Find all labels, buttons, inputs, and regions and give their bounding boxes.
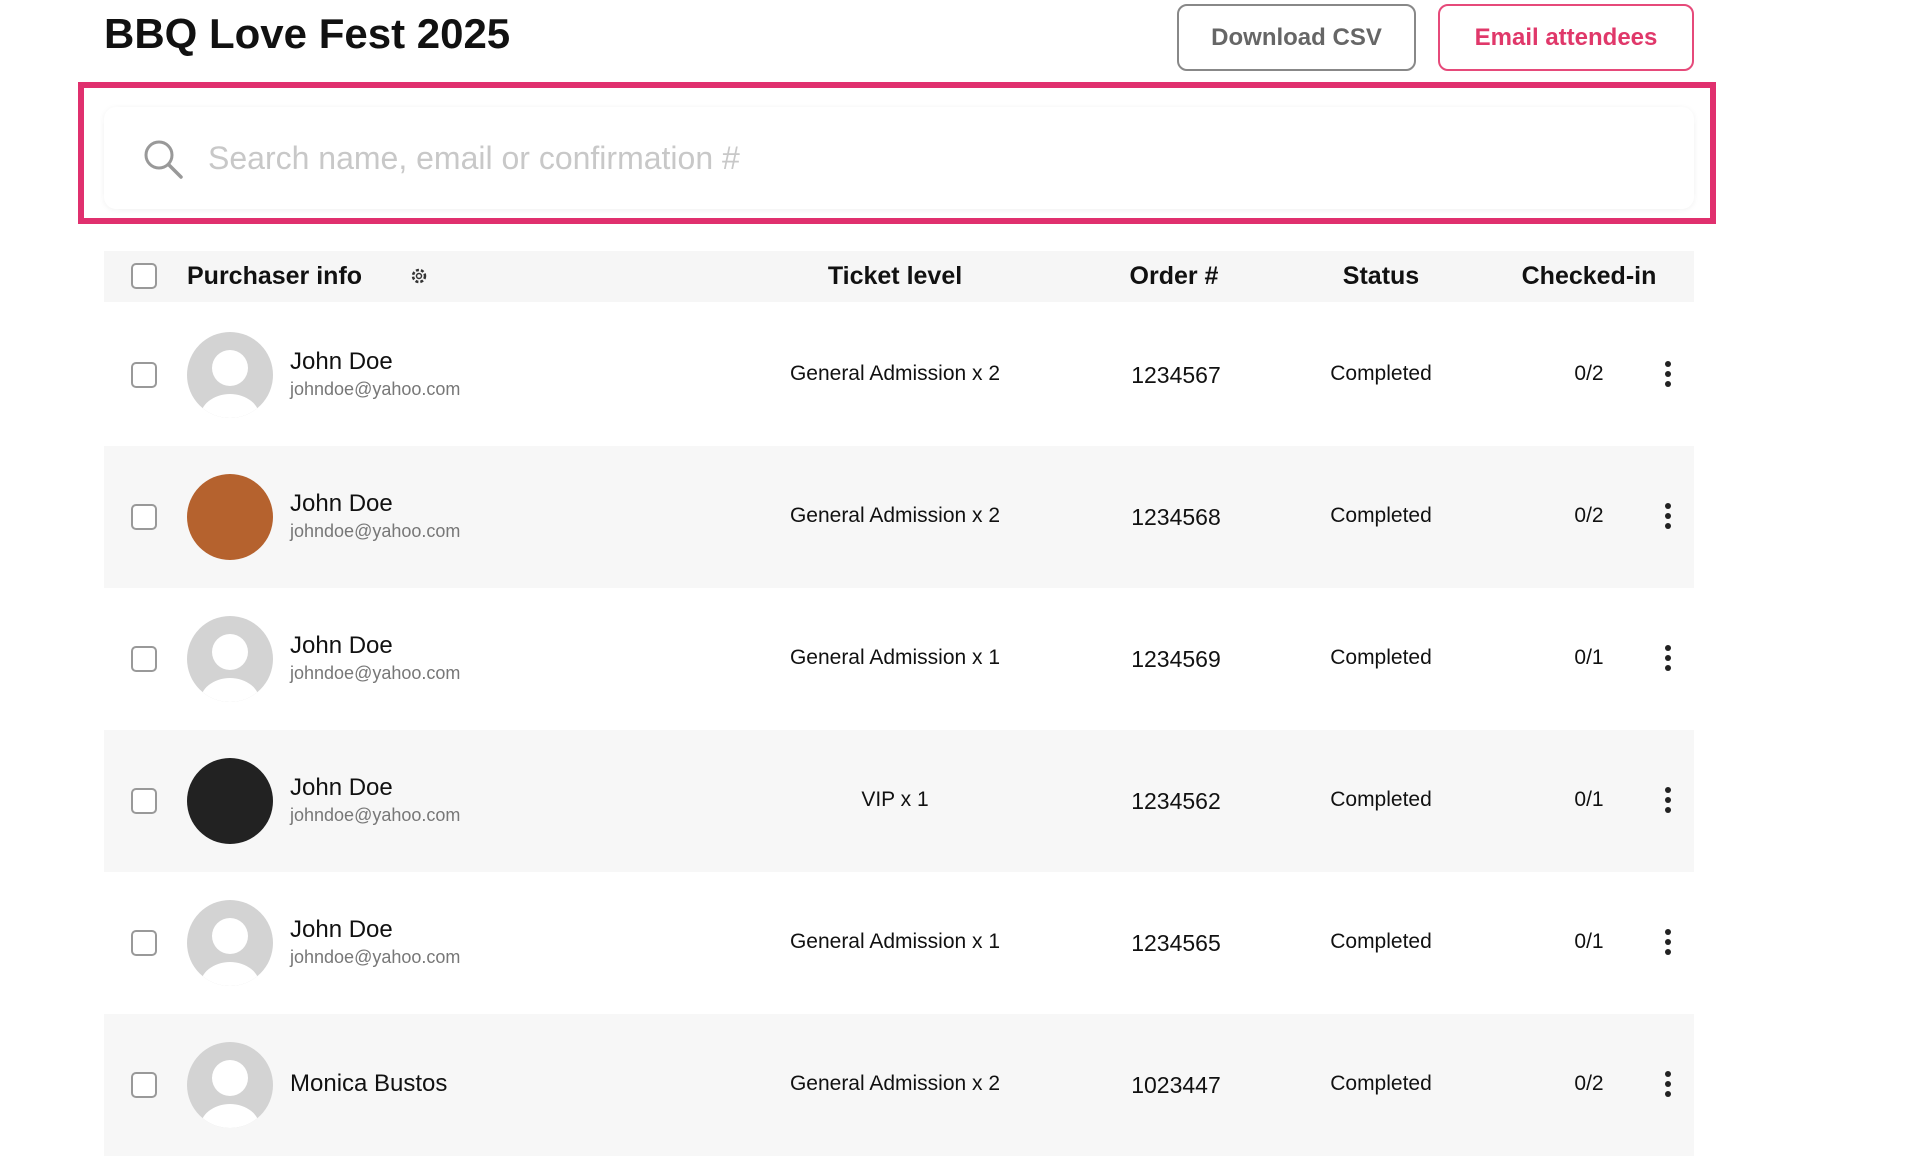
avatar xyxy=(187,616,273,702)
ticket-level: General Admission x 2 xyxy=(789,1072,1001,1095)
column-header: Order # xyxy=(1129,262,1219,290)
table-row: John Doe johndoe@yahoo.com General Admissi… xyxy=(104,872,1694,1014)
kebab-icon xyxy=(1665,787,1671,813)
avatar xyxy=(187,758,273,844)
status: Completed xyxy=(1330,788,1432,811)
purchaser-email: johndoe@yahoo.com xyxy=(290,805,461,825)
row-checkbox[interactable] xyxy=(131,362,157,388)
settings-icon[interactable] xyxy=(409,266,429,286)
checked-in: 0/2 xyxy=(1574,362,1604,385)
column-header: Checked-in xyxy=(1521,262,1657,290)
column-header: Ticket level xyxy=(827,262,963,290)
order-number: 1234567 xyxy=(1131,362,1221,388)
row-menu[interactable] xyxy=(1661,359,1675,389)
kebab-icon xyxy=(1665,361,1671,387)
kebab-icon xyxy=(1665,503,1671,529)
table-header: Purchaser info Ticket level Order # Stat… xyxy=(104,251,1694,302)
ticket-level: VIP x 1 xyxy=(861,788,929,811)
column-header: Purchaser info xyxy=(187,262,363,290)
column-header: Status xyxy=(1342,262,1420,290)
avatar xyxy=(187,474,273,560)
row-checkbox[interactable] xyxy=(131,788,157,814)
purchaser-email: johndoe@yahoo.com xyxy=(290,379,461,399)
purchaser-name: John Doe xyxy=(290,490,393,517)
avatar xyxy=(187,332,273,418)
purchaser-name: John Doe xyxy=(290,916,393,943)
order-number: 1234565 xyxy=(1131,930,1221,956)
purchaser-name: Monica Bustos xyxy=(290,1070,448,1097)
search-input[interactable]: Search name, email or confirmation # xyxy=(104,107,1694,209)
email-attendees-button[interactable]: Email attendees xyxy=(1438,4,1694,71)
table-row: John Doe johndoe@yahoo.com General Admissi… xyxy=(104,304,1694,446)
purchaser-name: John Doe xyxy=(290,632,393,659)
purchaser-email: johndoe@yahoo.com xyxy=(290,947,461,967)
table-row: John Doe johndoe@yahoo.com General Admissi… xyxy=(104,588,1694,730)
order-number: 1234568 xyxy=(1131,504,1221,530)
table-row: John Doe johndoe@yahoo.com General Admissi… xyxy=(104,446,1694,588)
row-menu[interactable] xyxy=(1661,927,1675,957)
checked-in: 0/2 xyxy=(1574,1072,1604,1095)
ticket-level: General Admission x 1 xyxy=(789,930,1001,953)
event-title: BBQ Love Fest 2025 xyxy=(104,10,511,57)
checked-in: 0/2 xyxy=(1574,504,1604,527)
kebab-icon xyxy=(1665,645,1671,671)
avatar xyxy=(187,1042,273,1128)
purchaser-name: John Doe xyxy=(290,774,393,801)
checked-in: 0/1 xyxy=(1574,646,1604,669)
purchaser-email: johndoe@yahoo.com xyxy=(290,663,461,683)
purchaser-name: John Doe xyxy=(290,348,393,375)
status: Completed xyxy=(1330,504,1432,527)
search-placeholder: Search name, email or confirmation # xyxy=(208,140,740,176)
search-icon xyxy=(144,140,183,179)
ticket-level: General Admission x 2 xyxy=(789,504,1001,527)
row-menu[interactable] xyxy=(1661,1069,1675,1099)
table-row: John Doe johndoe@yahoo.com VIP x 1 1234562 C… xyxy=(104,730,1694,872)
row-checkbox[interactable] xyxy=(131,646,157,672)
kebab-icon xyxy=(1665,929,1671,955)
ticket-level: General Admission x 1 xyxy=(789,646,1001,669)
status: Completed xyxy=(1330,1072,1432,1095)
row-menu[interactable] xyxy=(1661,643,1675,673)
status: Completed xyxy=(1330,646,1432,669)
highlight-box xyxy=(78,82,1716,224)
status: Completed xyxy=(1330,362,1432,385)
order-number: 1234562 xyxy=(1131,788,1221,814)
row-checkbox[interactable] xyxy=(131,930,157,956)
avatar-placeholder xyxy=(200,918,260,986)
kebab-icon xyxy=(1665,1071,1671,1097)
row-checkbox[interactable] xyxy=(131,504,157,530)
checked-in: 0/1 xyxy=(1574,930,1604,953)
status: Completed xyxy=(1330,930,1432,953)
avatar xyxy=(187,900,273,986)
table-row: Monica Bustos General Admission x 2 102344… xyxy=(104,1014,1694,1156)
row-checkbox[interactable] xyxy=(131,1072,157,1098)
purchaser-email: johndoe@yahoo.com xyxy=(290,521,461,541)
order-number: 1023447 xyxy=(1131,1072,1221,1098)
checked-in: 0/1 xyxy=(1574,788,1604,811)
row-menu[interactable] xyxy=(1661,785,1675,815)
download-csv-button[interactable]: Download CSV xyxy=(1177,4,1416,71)
page: BBQ Love Fest 2025 Download CSV Email at… xyxy=(78,4,1716,1128)
order-number: 1234569 xyxy=(1131,646,1221,672)
avatar-placeholder xyxy=(200,1060,260,1128)
select-all-checkbox[interactable] xyxy=(131,263,157,289)
ticket-level: General Admission x 2 xyxy=(789,362,1001,385)
row-menu[interactable] xyxy=(1661,501,1675,531)
avatar-placeholder xyxy=(200,350,260,418)
avatar-placeholder xyxy=(200,634,260,702)
